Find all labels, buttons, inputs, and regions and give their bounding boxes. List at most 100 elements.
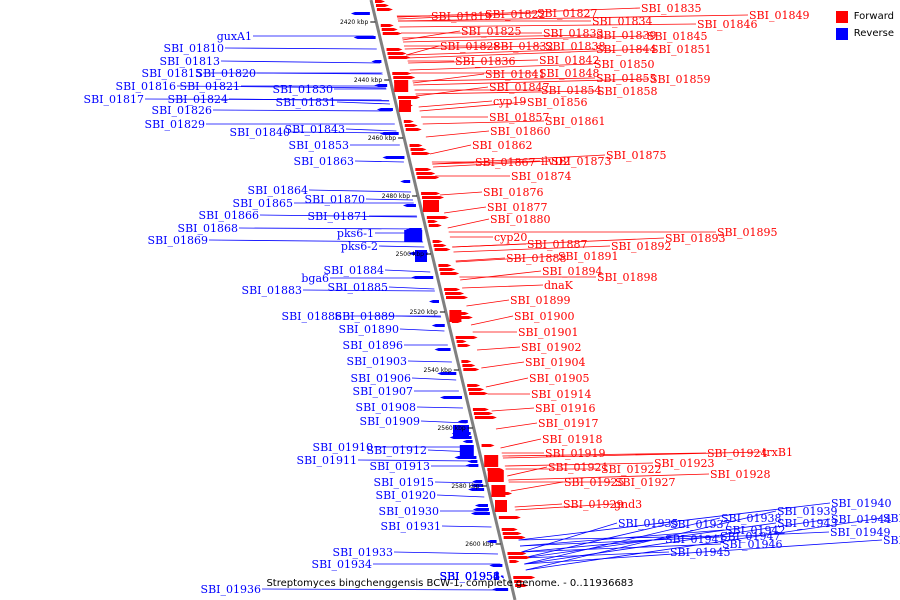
forward-gene-label: SBI_01891 <box>558 250 618 263</box>
reverse-gene-arrow <box>472 508 489 511</box>
reverse-gene-label: SBI_01815 <box>142 67 202 80</box>
forward-leader-line-7 <box>402 30 461 41</box>
forward-gene-label: SBI_01854 <box>541 84 601 97</box>
forward-gene-arrow <box>514 580 525 583</box>
reverse-leader-line-10 <box>212 109 392 112</box>
reverse-gene-label: SBI_01946 <box>722 538 782 551</box>
reverse-leader-line-34 <box>407 360 452 363</box>
forward-gene-arrow <box>375 4 389 7</box>
reverse-gene-arrow <box>472 480 483 483</box>
reverse-gene-label: SBI_01813 <box>160 55 220 68</box>
forward-leader-line-3 <box>397 7 641 18</box>
reverse-gene-label: SBI_01910 <box>313 441 373 454</box>
reverse-gene-label: SBI_01948 <box>883 512 900 525</box>
forward-gene-arrow <box>410 148 427 151</box>
reverse-leader-line-63 <box>522 551 670 559</box>
reverse-leader-line-62 <box>521 543 722 553</box>
forward-gene-label: SBI_01888 <box>506 252 566 265</box>
reverse-gene-label: SBI_01931 <box>381 520 441 533</box>
forward-gene-label: SBI_01858 <box>597 85 657 98</box>
forward-gene-label: SBI_01848 <box>539 67 599 80</box>
forward-gene-label: SBI_01844 <box>596 43 656 56</box>
forward-gene-arrow <box>467 384 481 387</box>
forward-leader-line-33 <box>432 160 541 165</box>
forward-gene-arrow <box>445 292 465 295</box>
reverse-leader-line-14 <box>345 128 397 132</box>
forward-leader-line-55 <box>485 377 529 388</box>
forward-gene-label: SBI_01905 <box>529 372 589 385</box>
forward-gene-label: SBI_01921 <box>548 461 608 474</box>
forward-leader-line-17 <box>408 59 539 64</box>
forward-gene-label: ilvD2 <box>541 155 570 168</box>
reverse-leader-line-31 <box>395 315 442 318</box>
forward-leader-line-61 <box>502 452 707 457</box>
forward-gene-label: cyp19 <box>493 95 526 108</box>
reverse-gene-label: SBI_01889 <box>335 310 395 323</box>
reverse-gene-block <box>404 230 423 242</box>
reverse-gene-label: SBI_01934 <box>312 558 372 571</box>
reverse-leader-line-26 <box>384 269 431 273</box>
reverse-gene-label: SBI_01903 <box>347 355 407 368</box>
forward-leader-line-57 <box>491 407 535 412</box>
reverse-gene-arrow <box>379 132 399 135</box>
forward-gene-label: SBI_01842 <box>539 54 599 67</box>
forward-gene-arrow <box>404 124 418 127</box>
forward-leader-line-19 <box>412 73 485 84</box>
forward-leader-line-11 <box>406 45 440 56</box>
reverse-gene-label: SBI_01810 <box>164 42 224 55</box>
forward-gene-arrow <box>421 192 441 195</box>
forward-leader-line-5 <box>399 23 697 28</box>
forward-gene-arrow <box>508 556 531 559</box>
reverse-gene-label: SBI_01890 <box>339 323 399 336</box>
scale-tick-label: 2480 kbp <box>382 193 410 200</box>
forward-gene-arrow <box>473 412 493 415</box>
forward-gene-label: SBI_01917 <box>538 417 598 430</box>
reverse-leader-line-8 <box>228 98 390 102</box>
forward-gene-arrow <box>481 444 495 447</box>
forward-leader-line-69 <box>514 503 563 508</box>
reverse-gene-label: SBI_01943 <box>777 517 837 530</box>
reverse-gene-label: SBI_01937 <box>670 518 730 531</box>
reverse-gene-label: guxA1 <box>217 30 252 43</box>
reverse-gene-label: pks6-1 <box>337 227 374 240</box>
forward-gene-arrow <box>434 248 451 251</box>
forward-gene-label: SBI_01841 <box>485 68 545 81</box>
reverse-gene-label: bga6 <box>301 272 329 285</box>
forward-gene-arrow <box>388 56 411 59</box>
forward-gene-label: SBI_01892 <box>611 240 671 253</box>
reverse-leader-line-23 <box>208 239 424 243</box>
forward-leader-line-21 <box>412 77 596 82</box>
forward-leader-line-2 <box>397 12 537 20</box>
forward-gene-label: cyp20 <box>494 231 527 244</box>
forward-gene-label: SBI_01845 <box>647 30 707 43</box>
forward-gene-label: SBI_01856 <box>527 96 587 109</box>
forward-gene-arrow <box>501 528 518 531</box>
forward-gene-label: SBI_01859 <box>650 73 710 86</box>
forward-leader-line-67 <box>510 481 564 492</box>
reverse-swatch <box>835 27 848 40</box>
forward-gene-label: SBI_01895 <box>717 226 777 239</box>
reverse-leader-line-20 <box>259 214 418 218</box>
forward-leader-line-18 <box>409 63 594 71</box>
reverse-gene-label: SBI_01941 <box>665 533 725 546</box>
reverse-leader-line-56 <box>521 538 665 553</box>
reverse-gene-arrow <box>371 60 382 63</box>
reverse-gene-label: SBI_01840 <box>230 126 290 139</box>
forward-leader-line-39 <box>447 218 490 229</box>
forward-gene-arrow <box>474 416 497 419</box>
forward-leader-line-70 <box>515 503 614 511</box>
reverse-leader-line-17 <box>308 189 412 193</box>
legend-label-reverse: Reverse <box>853 28 894 39</box>
reverse-gene-arrow <box>376 108 393 111</box>
reverse-leader-line-13 <box>290 131 397 134</box>
scale-tick-label: 2440 kbp <box>354 77 382 84</box>
forward-gene-label: SBI_01919 <box>545 447 605 460</box>
forward-swatch <box>835 10 848 23</box>
forward-gene-arrow <box>503 536 526 539</box>
forward-leader-line-62 <box>502 451 762 459</box>
forward-leader-line-54 <box>481 361 525 369</box>
forward-gene-label: trxB1 <box>762 446 793 459</box>
forward-gene-arrow <box>498 516 521 519</box>
forward-gene-arrow <box>509 560 520 563</box>
reverse-gene-label: SBI_01883 <box>242 284 302 297</box>
